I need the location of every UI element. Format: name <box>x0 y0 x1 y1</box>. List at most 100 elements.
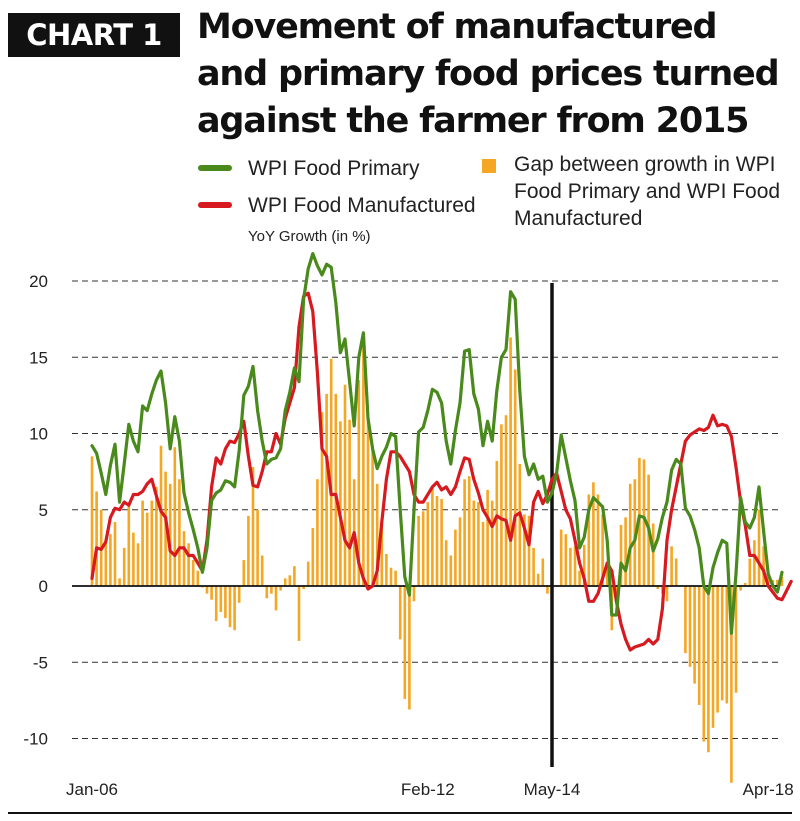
gap-bar <box>233 586 236 631</box>
gap-bar <box>776 579 779 586</box>
gap-bar <box>320 412 324 586</box>
gap-bar <box>265 586 269 599</box>
gap-bar <box>467 476 471 586</box>
legend-primary-label: WPI Food Primary <box>248 157 420 180</box>
gap-bar <box>421 511 425 586</box>
legend-manufactured-label: WPI Food Manufactured <box>248 194 476 217</box>
gap-bar <box>260 555 264 586</box>
gap-bar <box>251 467 255 586</box>
gap-bar <box>513 369 517 586</box>
gap-bar <box>624 517 627 586</box>
gap-bar <box>357 380 361 586</box>
gap-bar <box>536 573 540 586</box>
gap-bar <box>398 586 402 640</box>
gap-bar <box>762 546 765 586</box>
gap-bar <box>582 544 586 586</box>
gap-bar <box>375 483 379 586</box>
gap-bar <box>532 547 535 586</box>
gap-bar <box>237 586 241 603</box>
gap-bar <box>155 486 158 586</box>
gap-bar <box>573 546 577 586</box>
gap-bar <box>670 546 673 586</box>
gap-bar <box>329 358 333 586</box>
gap-bar <box>605 563 609 586</box>
gap-bar <box>743 582 747 586</box>
gap-bar <box>178 479 181 586</box>
y-tick-label: -5 <box>33 653 48 672</box>
gap-bar <box>141 500 144 586</box>
gap-bar <box>288 575 292 586</box>
gap-bar <box>150 500 154 586</box>
gap-bar <box>702 586 706 742</box>
gap-bar <box>412 586 416 602</box>
x-tick-label: Jan-06 <box>66 780 118 799</box>
gap-bar <box>210 586 213 600</box>
legend-primary-swatch <box>198 165 232 171</box>
gap-bar <box>753 540 756 586</box>
title-line-1: Movement of manufactured <box>197 7 718 47</box>
gap-bar <box>707 586 710 753</box>
gap-bar <box>279 586 282 591</box>
gap-bar <box>196 570 200 586</box>
gap-bar <box>481 521 485 586</box>
gap-bar <box>385 553 388 586</box>
gap-bar <box>569 547 572 586</box>
gap-bar <box>495 460 499 586</box>
gap-bar <box>435 496 439 586</box>
gap-bar <box>454 529 457 586</box>
chart-badge: CHART 1 <box>8 13 180 57</box>
gap-bar <box>674 558 678 586</box>
gap-bar <box>559 529 563 586</box>
gap-bar <box>104 538 108 586</box>
gap-bar <box>578 570 581 586</box>
gap-bar <box>665 586 669 602</box>
gap-bar <box>182 531 186 586</box>
gap-bar <box>219 586 223 612</box>
gap-bar <box>720 586 724 701</box>
gap-bar <box>711 586 715 728</box>
gap-bar <box>518 464 522 586</box>
gap-bar <box>306 561 310 586</box>
gap-bar <box>426 502 430 586</box>
gap-bar <box>440 499 443 586</box>
y-tick-label: -10 <box>23 730 48 749</box>
gap-bar <box>339 421 342 586</box>
gap-bar <box>628 483 632 586</box>
gap-bar <box>509 337 512 586</box>
gap-bar <box>490 500 494 586</box>
gap-bar <box>725 586 729 704</box>
bottom-rule <box>8 812 792 814</box>
gap-bar <box>325 393 328 586</box>
gap-bar <box>697 586 701 705</box>
y-tick-label: 10 <box>29 425 48 444</box>
gap-bar <box>417 515 420 586</box>
x-tick-label: May-14 <box>524 780 581 799</box>
gap-bar <box>757 509 761 586</box>
gap-bar <box>449 555 453 586</box>
gap-bar <box>766 573 770 586</box>
gap-bar <box>371 448 374 586</box>
gap-bar <box>348 419 351 586</box>
gap-bar <box>541 558 545 586</box>
gap-bar <box>191 560 195 586</box>
gap-bar <box>90 456 94 586</box>
y-axis-label: YoY Growth (in %) <box>248 228 371 245</box>
gap-bar <box>431 488 434 586</box>
gap-bar <box>224 586 227 619</box>
gap-bar <box>739 586 742 591</box>
gap-bar <box>408 586 411 710</box>
gap-bar <box>283 578 287 586</box>
legend-gap-label: Gap between growth in WPI Food Primary a… <box>514 151 780 232</box>
gap-bar <box>587 494 591 586</box>
gap-bar <box>472 500 476 586</box>
gap-bar <box>693 586 696 684</box>
title-line-3: against the farmer from 2015 <box>197 101 749 141</box>
legend-gap-line-2: Food Primary and WPI Food <box>514 180 781 203</box>
gap-bar <box>523 514 526 586</box>
gap-bar <box>132 532 135 586</box>
gap-bar <box>463 479 466 586</box>
gap-bar <box>527 515 531 586</box>
gap-bar <box>127 505 131 586</box>
gap-bar <box>228 586 232 628</box>
